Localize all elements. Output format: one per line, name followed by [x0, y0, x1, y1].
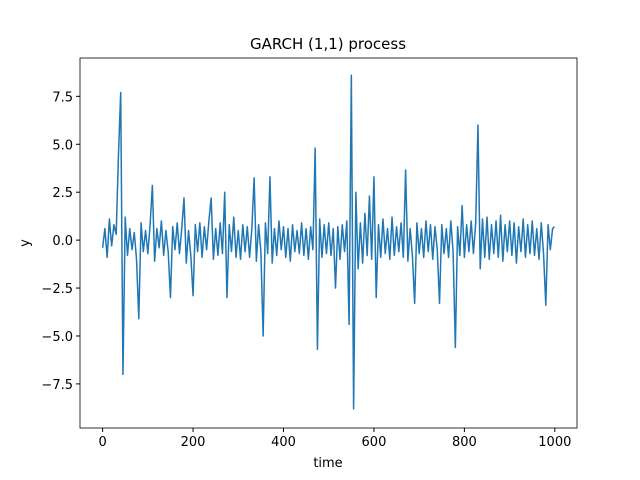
y-tick-label: −5.0: [41, 330, 73, 345]
y-tick-label: −7.5: [41, 378, 73, 393]
y-tick-label: 5.0: [52, 138, 73, 153]
x-tick-label: 800: [452, 435, 477, 450]
y-tick-label: 0.0: [52, 234, 73, 249]
y-tick-label: 2.5: [52, 186, 73, 201]
y-axis-label: y: [18, 239, 33, 247]
data-line: [101, 74, 555, 410]
x-tick-label: 600: [362, 435, 387, 450]
y-tick-label: −2.5: [41, 282, 73, 297]
x-tick-label: 200: [181, 435, 206, 450]
chart-title: GARCH (1,1) process: [250, 35, 406, 53]
x-axis-label: time: [313, 456, 342, 471]
x-tick-label: 0: [98, 435, 106, 450]
x-tick-label: 1000: [538, 435, 571, 450]
x-tick-label: 400: [271, 435, 296, 450]
y-tick-label: 7.5: [52, 90, 73, 105]
plot-frame: [79, 57, 578, 429]
